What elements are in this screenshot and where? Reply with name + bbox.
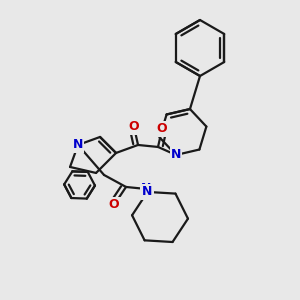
Text: O: O [129,121,139,134]
Text: N: N [73,139,83,152]
Text: N: N [141,182,151,196]
Text: O: O [157,122,167,136]
Text: N: N [171,148,181,161]
Text: N: N [142,185,153,198]
Text: O: O [109,199,119,212]
